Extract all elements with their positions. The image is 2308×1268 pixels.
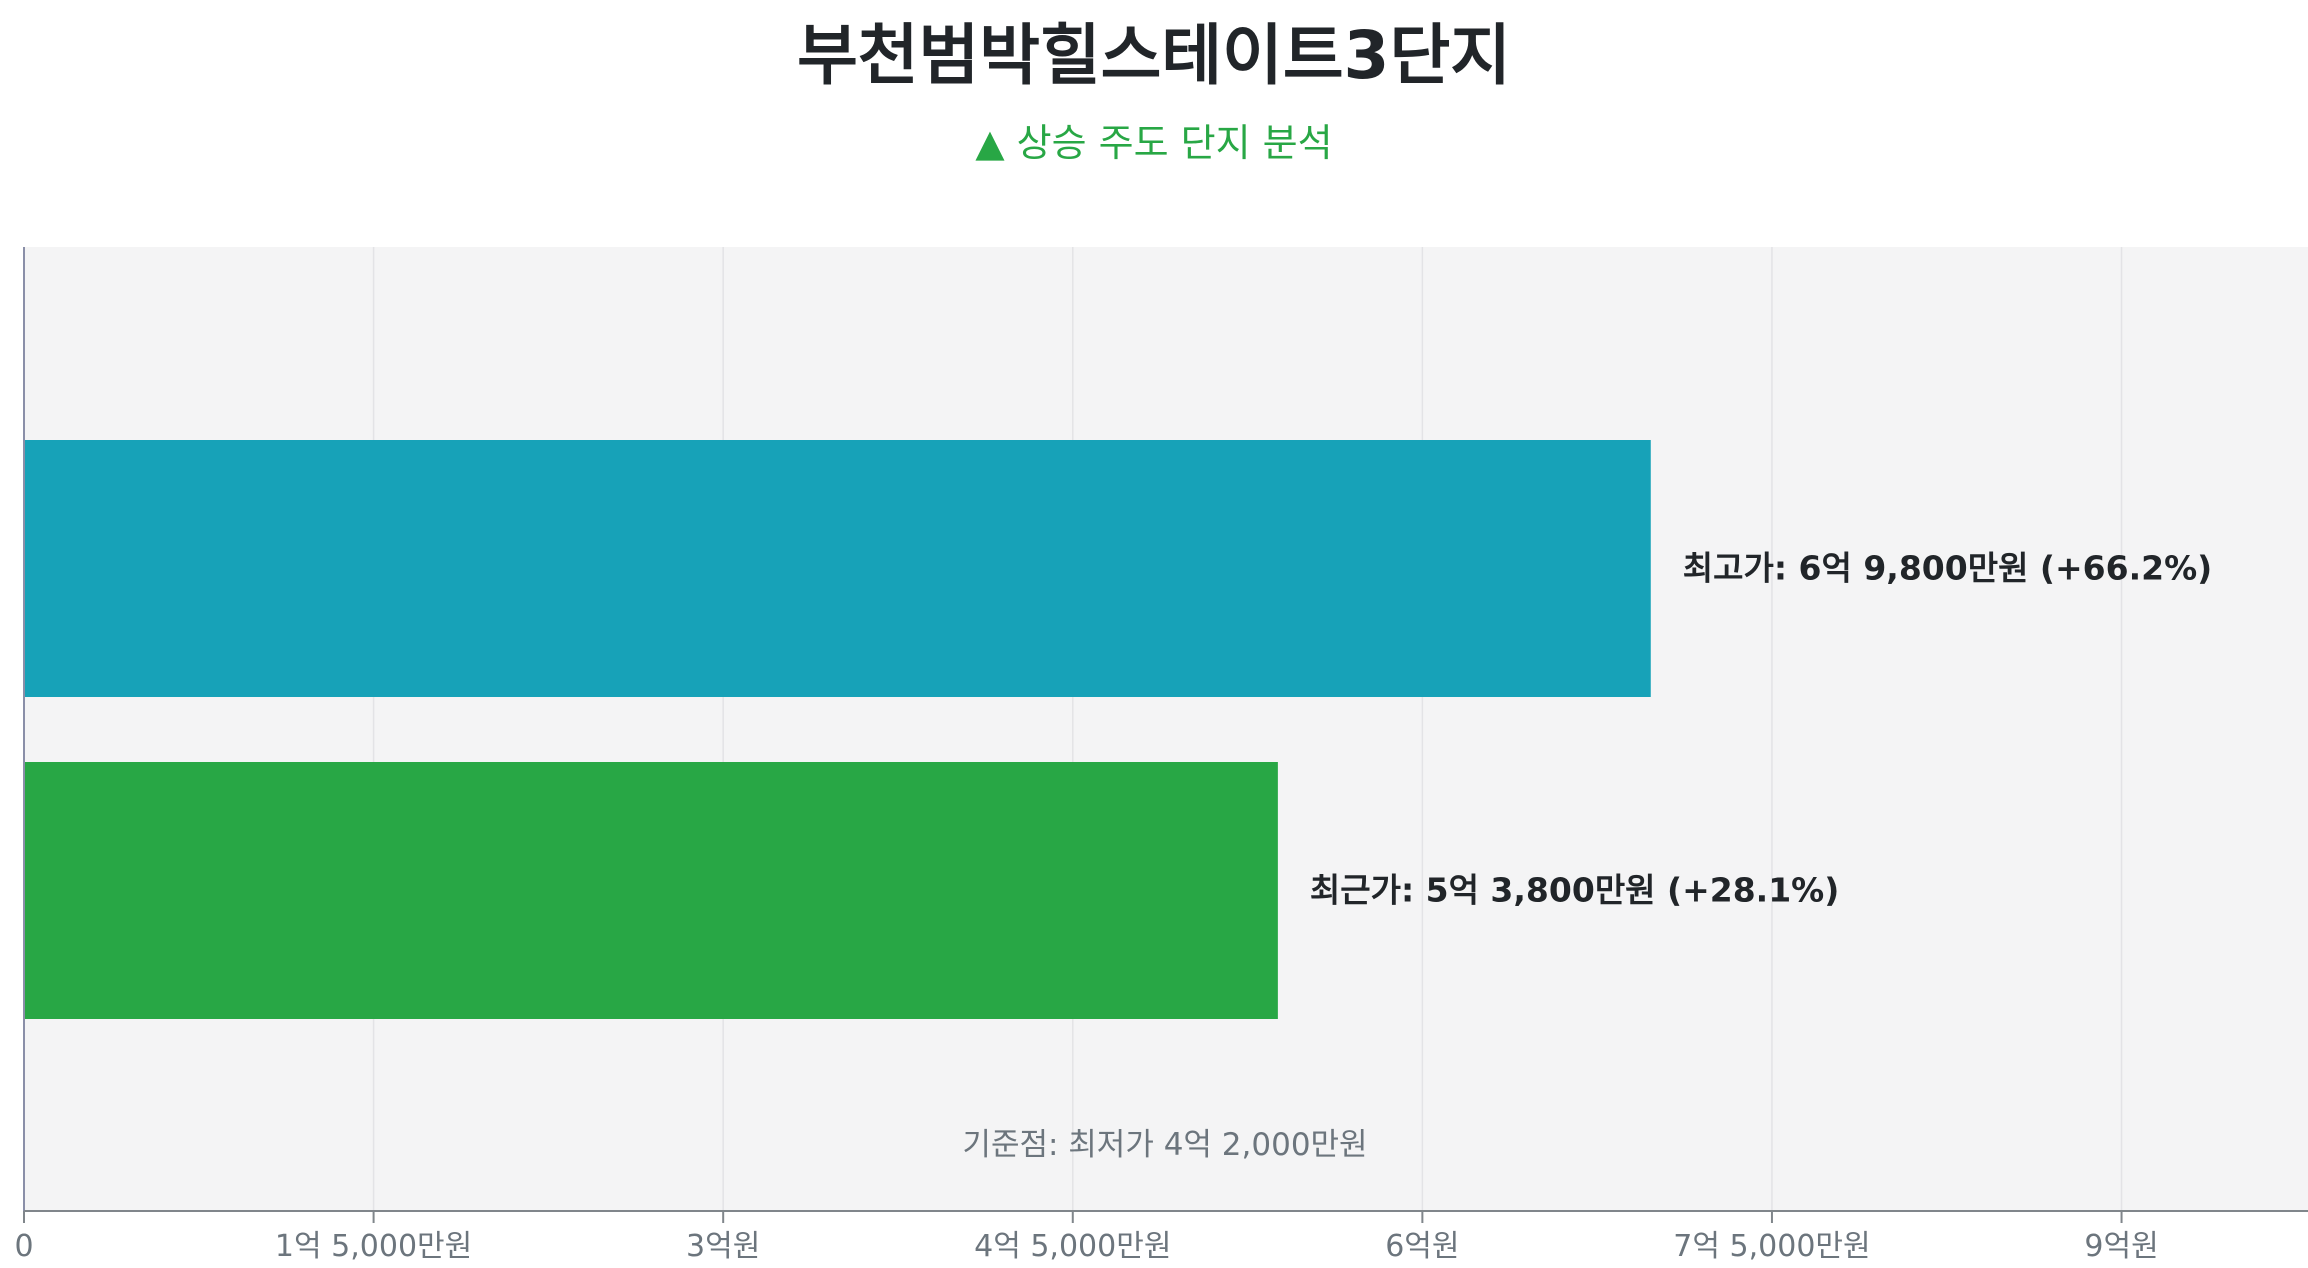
bar-최근가 (24, 762, 1278, 1019)
chart-subtitle: ▲ 상승 주도 단지 분석 (975, 121, 1333, 165)
bar-최고가 (24, 440, 1651, 697)
annotation-baseline: 기준점: 최저가 4억 2,000만원 (962, 1127, 1367, 1163)
x-tick-label: 0 (14, 1229, 33, 1264)
x-tick-label: 1억 5,000만원 (275, 1229, 472, 1264)
plot-background (24, 247, 2308, 1211)
bars (24, 440, 1651, 1019)
x-axis-ticks: 0 1억 5,000만원 3억원 4억 5,000만원 6억원 7억 5,000만원 9억원 (14, 1211, 2159, 1264)
x-tick-label: 9억원 (2084, 1229, 2158, 1264)
data-labels: 최고가: 6억 9,800만원 (+66.2%) 최근가: 5억 3,800만원 … (1310, 549, 2212, 910)
data-label: 최근가: 5억 3,800만원 (+28.1%) (1310, 871, 1839, 910)
x-tick-label: 4억 5,000만원 (974, 1229, 1171, 1264)
data-label: 최고가: 6억 9,800만원 (+66.2%) (1683, 549, 2212, 588)
x-tick-label: 3억원 (686, 1229, 760, 1264)
x-tick-label: 6억원 (1385, 1229, 1459, 1264)
x-tick-label: 7억 5,000만원 (1673, 1229, 1870, 1264)
chart-title: 부천범박힐스테이트3단지 (797, 17, 1511, 94)
grid-lines (372, 247, 2123, 1211)
